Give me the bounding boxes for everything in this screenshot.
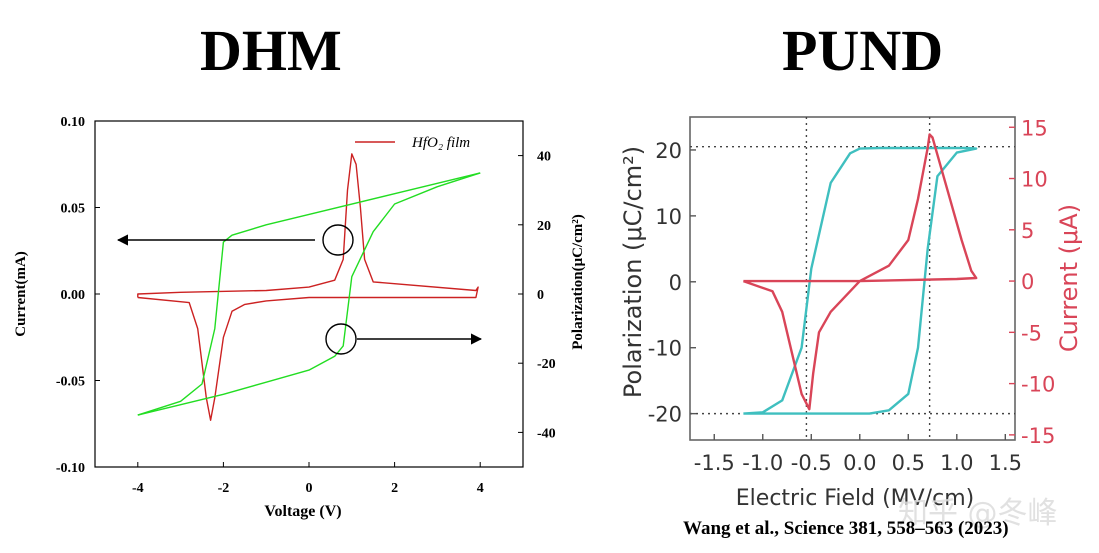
pund-y-tick-label: 20 [655, 139, 682, 163]
pund-y-tick-label: -10 [648, 337, 682, 361]
pund-x-tick-label: -0.5 [791, 451, 832, 475]
pund-y2-tick-label: 15 [1021, 116, 1048, 140]
pund-x-tick-label: -1.5 [694, 451, 735, 475]
pund-x-axis-label: Electric Field (MV/cm) [736, 486, 974, 511]
dhm-peak-marker-circle [322, 224, 354, 256]
dhm-y2-tick-label: 0 [537, 288, 544, 303]
pund-y-tick-label: 10 [655, 205, 682, 229]
pund-y2-tick-label: 5 [1021, 219, 1034, 243]
dhm-loop-marker-circle [325, 323, 357, 355]
dhm-y2-tick-label: -40 [537, 426, 556, 441]
dhm-series-current [137, 153, 479, 421]
pund-y-tick-label: 0 [669, 271, 682, 295]
dhm-x-tick-label: 4 [477, 481, 484, 496]
dhm-x-axis-label: Voltage (V) [264, 503, 341, 520]
dhm-title: DHM [200, 18, 342, 83]
pund-y2-tick-label: -15 [1021, 424, 1055, 448]
dhm-y-tick-label: 0.05 [61, 202, 86, 217]
dhm-x-tick-label: 0 [306, 481, 313, 496]
pund-y-axis-label: Polarization (μC/cm²) [619, 146, 647, 398]
dhm-y-tick-label: 0.10 [61, 115, 86, 130]
dhm-x-tick-label: -4 [132, 481, 144, 496]
dhm-series-polarization-upper [137, 172, 481, 416]
dhm-legend-label: HfO₂ film [411, 135, 470, 151]
dhm-y2-tick-label: 40 [537, 150, 551, 165]
pund-x-tick-label: 0.0 [843, 451, 876, 475]
dhm-x-tick-label: 2 [391, 481, 398, 496]
dhm-y-axis-label: Current(mA) [13, 251, 29, 337]
pund-y2-tick-label: 10 [1021, 168, 1048, 192]
watermark: 知乎 @冬峰 [898, 496, 1058, 531]
pund-title: PUND [782, 18, 944, 83]
pund-x-tick-label: 1.0 [940, 451, 973, 475]
dhm-y-tick-label: -0.05 [56, 375, 85, 390]
dhm-y2-tick-label: 20 [537, 219, 551, 234]
dhm-y-tick-label: -0.10 [56, 461, 85, 476]
pund-series-polarization [743, 146, 978, 415]
citation: Wang et al., Science 381, 558–563 (2023) [683, 518, 1009, 539]
pund-y2-tick-label: -10 [1021, 373, 1055, 397]
pund-y2-tick-label: -5 [1021, 321, 1042, 345]
pund-series-current [743, 133, 978, 411]
dhm-y2-axis-label: Polarization(μC/cm²) [570, 214, 586, 349]
pund-x-tick-label: 0.5 [892, 451, 925, 475]
dhm-y-tick-label: 0.00 [61, 288, 86, 303]
dhm-y2-tick-label: -20 [537, 357, 556, 372]
dhm-series-polarization-lower [137, 172, 481, 416]
dhm-chart: -4 -2 0 2 4 -0.10-0.050.000.050.10 -40-20020… [13, 115, 586, 520]
pund-y2-tick-label: 0 [1021, 270, 1034, 294]
pund-chart: -1.5 -1.0 -0.5 0.0 0.5 1.0 1.5 20 10 0 -10 -20 15 1… [619, 116, 1083, 511]
pund-x-tick-label: 1.5 [989, 451, 1022, 475]
pund-plot-frame [689, 116, 1016, 441]
dhm-x-tick-label: -2 [218, 481, 230, 496]
pund-y-tick-label: -20 [648, 403, 682, 427]
pund-y2-axis-label: Current (μA) [1055, 204, 1083, 352]
pund-x-tick-label: -1.0 [742, 451, 783, 475]
dhm-plot-frame [94, 120, 524, 468]
